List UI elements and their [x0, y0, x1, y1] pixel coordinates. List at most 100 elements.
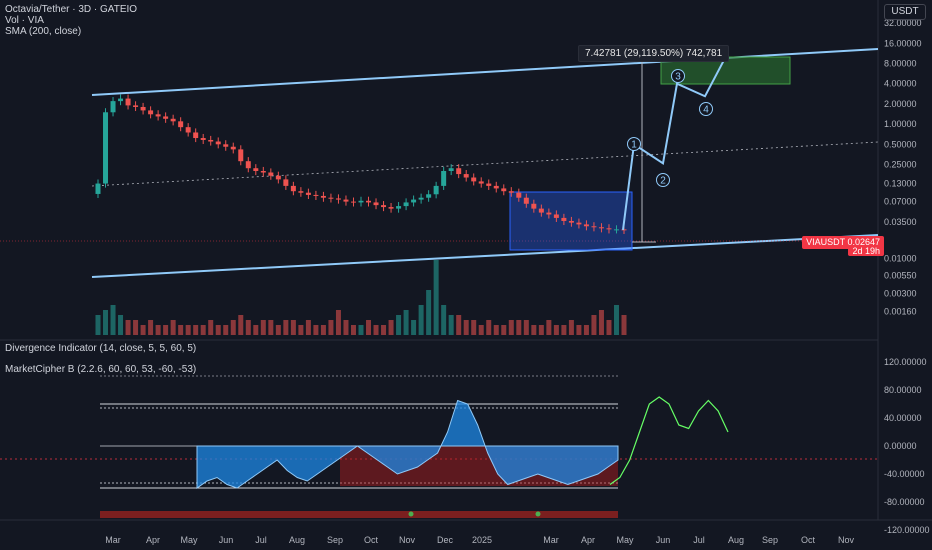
- candle-body: [358, 200, 364, 203]
- volume-bar: [613, 305, 619, 335]
- candle-body: [193, 132, 199, 139]
- volume-bar: [260, 320, 266, 335]
- candle-body: [200, 138, 206, 140]
- cipher-legend: MarketCipher B (2.2.6, 60, 60, 53, -60, …: [5, 364, 197, 375]
- candle-body: [501, 188, 507, 192]
- volume-bar: [238, 315, 244, 335]
- candle-body: [553, 214, 559, 218]
- candle-body: [531, 203, 537, 209]
- candle-body: [403, 202, 409, 207]
- osc-tick-label: 80.00000: [884, 385, 922, 395]
- candle-body: [208, 139, 214, 142]
- candle-body: [508, 191, 514, 193]
- candle-body: [335, 198, 341, 200]
- volume-bar: [583, 325, 589, 335]
- price-tick-label: 0.00300: [884, 288, 917, 298]
- candle-body: [576, 222, 582, 225]
- candle-body: [373, 202, 379, 206]
- candle-body: [260, 171, 266, 173]
- candle-body: [328, 197, 334, 199]
- last-price-symbol: VIAUSDT 0.02647: [802, 236, 884, 249]
- candle-body: [155, 114, 161, 117]
- candle-body: [471, 177, 477, 182]
- volume-bar: [245, 320, 251, 335]
- wave-label-text: 4: [703, 105, 709, 116]
- volume-bar: [373, 325, 379, 335]
- volume-bar: [433, 260, 439, 335]
- candle-body: [568, 220, 574, 223]
- symbol-legend: Octavia/Tether · 3D · GATEIO: [5, 4, 138, 15]
- candle-body: [546, 212, 552, 215]
- candle-body: [133, 105, 139, 107]
- volume-bar: [350, 325, 356, 335]
- time-tick-label: Mar: [543, 535, 559, 545]
- volume-bar: [501, 325, 507, 335]
- volume-bar: [95, 315, 101, 335]
- volume-bar: [426, 290, 432, 335]
- time-tick-label: Jun: [219, 535, 234, 545]
- candle-body: [418, 197, 424, 200]
- volume-bar: [305, 320, 311, 335]
- volume-bar: [478, 325, 484, 335]
- candle-body: [110, 101, 116, 113]
- candle-body: [275, 175, 281, 180]
- price-tick-label: 2.00000: [884, 99, 917, 109]
- osc-projection-line: [609, 396, 729, 485]
- osc-buy-dot: [408, 511, 414, 517]
- wave-label-circle: [699, 102, 713, 116]
- time-tick-label: Jul: [693, 535, 705, 545]
- volume-bar: [538, 325, 544, 335]
- volume-bar: [606, 320, 612, 335]
- time-tick-label: Oct: [364, 535, 379, 545]
- osc-tick-label: 40.00000: [884, 413, 922, 423]
- channel-middle-line: [91, 141, 879, 187]
- price-tick-label: 0.00550: [884, 271, 917, 281]
- candle-body: [298, 191, 304, 193]
- time-tick-label: Aug: [289, 535, 305, 545]
- volume-bar: [110, 305, 116, 335]
- volume-bar: [163, 325, 169, 335]
- candle-body: [448, 168, 454, 172]
- time-tick-label: Jun: [656, 535, 671, 545]
- price-tick-label: 32.00000: [884, 18, 922, 28]
- price-tick-label: 0.13000: [884, 179, 917, 189]
- wave-label-text: 3: [675, 72, 681, 83]
- price-tick-label: 0.25000: [884, 160, 917, 170]
- time-tick-label: Mar: [105, 535, 121, 545]
- projection-wave-path: [622, 59, 725, 231]
- volume-bar: [388, 320, 394, 335]
- wave-label-circle: [656, 173, 670, 187]
- candle-body: [433, 185, 439, 195]
- volume-legend: Vol · VIA: [5, 15, 44, 26]
- currency-button[interactable]: USDT: [884, 4, 926, 20]
- volume-bar: [320, 325, 326, 335]
- osc-wave-area: [196, 399, 619, 489]
- volume-bar: [185, 325, 191, 335]
- candle-body: [606, 228, 612, 230]
- candle-body: [163, 116, 169, 119]
- volume-bar: [148, 320, 154, 335]
- time-tick-label: Apr: [146, 535, 160, 545]
- wave-label-text: 1: [631, 140, 637, 151]
- candle-body: [95, 183, 101, 194]
- candle-body: [103, 112, 109, 184]
- volume-bar: [283, 320, 289, 335]
- volume-bar: [418, 305, 424, 335]
- time-tick-label: Jul: [255, 535, 267, 545]
- time-tick-label: May: [616, 535, 634, 545]
- candle-body: [283, 179, 289, 186]
- volume-bar: [215, 325, 221, 335]
- volume-bar: [411, 320, 417, 335]
- sma-legend: SMA (200, close): [5, 26, 82, 37]
- time-tick-label: Nov: [399, 535, 416, 545]
- candle-body: [140, 106, 146, 111]
- volume-bar: [448, 315, 454, 335]
- candle-body: [350, 201, 356, 203]
- candle-body: [441, 171, 447, 186]
- volume-bar: [493, 325, 499, 335]
- candle-body: [613, 229, 619, 231]
- price-tick-label: 0.07000: [884, 197, 917, 207]
- candle-body: [343, 199, 349, 202]
- volume-bar: [568, 320, 574, 335]
